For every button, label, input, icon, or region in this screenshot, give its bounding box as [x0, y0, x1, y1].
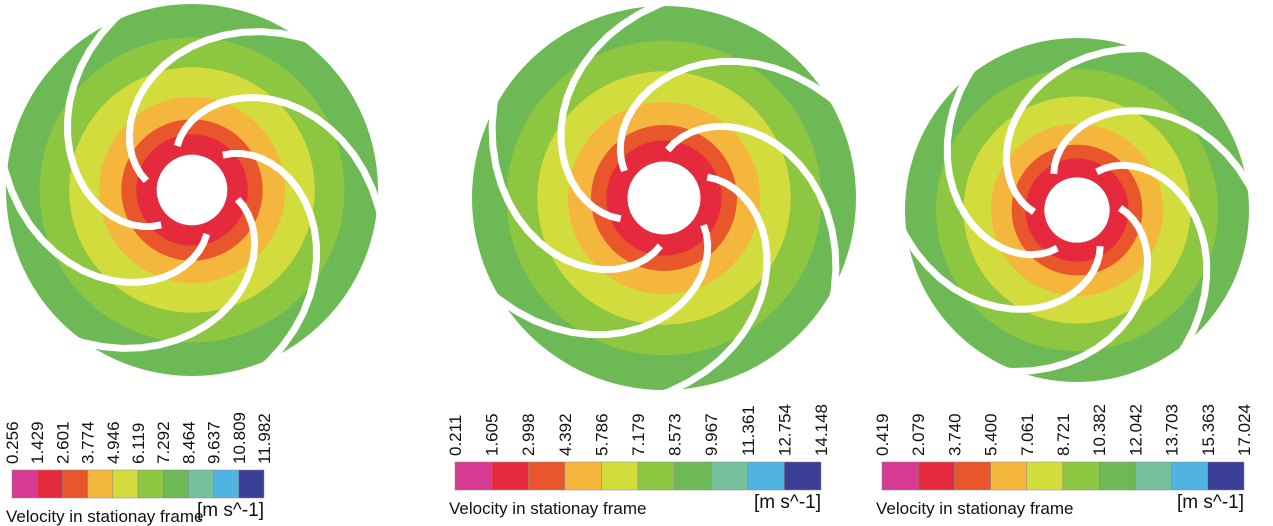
colorbar-label: 11.982	[255, 413, 274, 464]
colorbar-label: 14.148	[812, 404, 831, 456]
colorbar-segment	[954, 462, 990, 490]
hub	[157, 155, 228, 226]
colorbar-label: 10.809	[230, 412, 249, 464]
colorbar-segment	[918, 462, 954, 490]
colorbar-title: Velocity in stationay frame	[6, 507, 203, 526]
colorbar-segment	[239, 470, 264, 498]
colorbar-label: 5.400	[982, 413, 1001, 456]
colorbar-segment	[88, 470, 113, 498]
colorbar-label: 3.740	[945, 413, 964, 456]
colorbar-label: 13.703	[1163, 404, 1182, 456]
colorbar-segment	[748, 462, 785, 490]
colorbar-label: 12.042	[1126, 404, 1145, 456]
colorbar-label: 8.464	[179, 421, 198, 464]
hub	[628, 162, 701, 235]
colorbar-label: 4.946	[104, 421, 123, 464]
colorbar-segment	[1172, 462, 1208, 490]
colorbar-segment	[188, 470, 213, 498]
colorbar-segment	[1135, 462, 1171, 490]
colorbar-label: 1.429	[28, 421, 47, 464]
colorbar-label: 9.637	[205, 421, 224, 464]
colorbar-label: 2.998	[519, 413, 538, 456]
colorbar-label: 7.061	[1018, 413, 1037, 456]
colorbar-segment	[882, 462, 918, 490]
colorbar-segment	[113, 470, 138, 498]
colorbar-unit: [m s^-1]	[1177, 492, 1244, 513]
colorbar-label: 5.786	[592, 413, 611, 456]
colorbar-unit: [m s^-1]	[197, 500, 264, 521]
figure: 0.256 1.429 2.601 3.774 4.946 6.119 7.292 8.464…	[0, 0, 1273, 526]
colorbar-label: 7.179	[629, 413, 648, 456]
colorbar-label: 1.605	[483, 413, 502, 456]
colorbar-label: 6.119	[129, 423, 148, 464]
colorbar-segment	[12, 470, 37, 498]
colorbar-label: 8.721	[1054, 413, 1073, 456]
contour-plot	[472, 0, 856, 399]
colorbar-segment	[492, 462, 529, 490]
colorbar-label: 4.392	[556, 413, 575, 456]
colorbar-title: Velocity in stationay frame	[449, 499, 646, 518]
colorbar-label: 7.292	[154, 421, 173, 464]
colorbar-segment	[37, 470, 62, 498]
colorbar-segment	[1099, 462, 1135, 490]
colorbar-label: 12.754	[775, 404, 794, 456]
colorbar-label: 0.419	[873, 413, 892, 456]
colorbar-label: 15.363	[1199, 404, 1218, 456]
colorbar-segment	[784, 462, 821, 490]
colorbar-label: 0.256	[3, 421, 22, 464]
colorbar-label: 17.024	[1235, 404, 1254, 456]
colorbar-segment	[638, 462, 675, 490]
colorbar-label: 10.382	[1090, 404, 1109, 456]
colorbar-segment	[711, 462, 748, 490]
colorbar-segment	[1063, 462, 1099, 490]
colorbar-label: 8.573	[666, 413, 685, 456]
hub	[1044, 177, 1109, 242]
colorbar-segment	[62, 470, 87, 498]
colorbar-label: 3.774	[79, 421, 98, 464]
colorbar-segment	[214, 470, 239, 498]
contour-plot	[897, 38, 1258, 382]
colorbar-segment	[565, 462, 602, 490]
colorbar-segment	[1208, 462, 1244, 490]
colorbar-unit: [m s^-1]	[754, 492, 821, 513]
colorbar-segment	[163, 470, 188, 498]
colorbar-label: 9.967	[702, 413, 721, 456]
colorbar-segment	[1027, 462, 1063, 490]
colorbar-label: 0.211	[446, 415, 465, 456]
colorbar-title: Velocity in stationay frame	[876, 499, 1073, 518]
colorbar-segment	[138, 470, 163, 498]
colorbar-segment	[528, 462, 565, 490]
colorbar-segment	[455, 462, 492, 490]
colorbar-segment	[601, 462, 638, 490]
colorbar-segment	[675, 462, 712, 490]
colorbar-label: 2.601	[53, 421, 72, 464]
colorbar-label: 2.079	[909, 413, 928, 456]
colorbar-segment	[991, 462, 1027, 490]
contour-plot	[1, 4, 383, 376]
colorbar-label: 11.361	[739, 405, 758, 456]
